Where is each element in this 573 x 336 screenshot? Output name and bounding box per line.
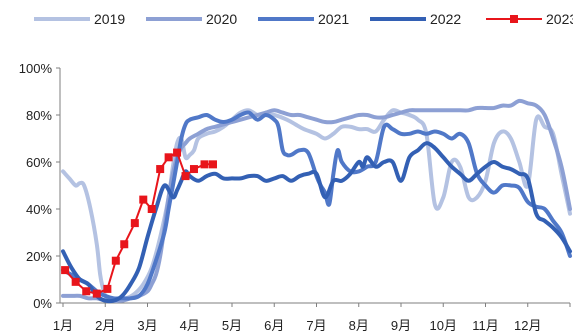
y-tick-label: 80% [26,108,52,123]
data-point-2023 [189,165,198,174]
data-point-2023 [164,153,173,162]
y-axis-ticks: 0% 20% 40% 60% 80% 100% [19,61,60,311]
data-point-2023 [208,160,217,169]
data-point-2023 [156,165,165,174]
data-point-2023 [181,172,190,181]
data-point-2023 [139,195,148,204]
y-tick-label: 20% [26,249,52,264]
series-line-2022 [61,141,572,304]
x-tick-label: 6月 [264,318,284,333]
x-tick-label: 7月 [306,318,326,333]
legend-label: 2021 [318,11,349,27]
legend-marker [510,15,518,23]
x-tick-label: 4月 [180,318,200,333]
legend-item-2019: 2019 [34,11,125,27]
chart-legend: 2019 2020 2021 2022 2023 [34,11,573,27]
x-tick-label: 11月 [472,318,499,333]
data-point-2023 [147,205,156,213]
plot-area [61,98,572,304]
x-tick-label: 2月 [95,318,115,333]
y-tick-label: 40% [26,202,52,217]
data-point-2023 [61,266,70,275]
x-tick-label: 9月 [391,318,411,333]
legend-label: 2023 [546,11,573,27]
series-2021 [61,110,572,301]
x-tick-label: 10月 [430,318,457,333]
series-2023 [61,148,217,298]
data-point-2023 [71,277,80,286]
x-tick-label: 5月 [222,318,242,333]
chart-axes: 0% 20% 40% 60% 80% 100% 1月 2月 3月 4月 5月 6月 7月 8月 9月 10月… [19,61,571,333]
data-point-2023 [130,219,139,228]
x-axis-ticks: 1月 2月 3月 4月 5月 6月 7月 8月 9月 10月 11月 12月 [53,303,571,333]
data-point-2023 [82,287,91,296]
data-point-2023 [173,148,182,157]
series-2022 [61,141,572,304]
y-tick-label: 60% [26,155,52,170]
series-line-2021 [61,110,572,301]
x-tick-label: 8月 [349,318,369,333]
legend-label: 2020 [206,11,237,27]
legend-item-2020: 2020 [146,11,237,27]
data-point-2023 [200,160,209,169]
data-point-2023 [92,289,101,298]
y-tick-label: 0% [33,296,52,311]
series-2020 [61,98,572,303]
legend-item-2022: 2022 [370,11,461,27]
x-tick-label: 12月 [514,318,541,333]
legend-label: 2022 [430,11,461,27]
series-line-2020 [61,98,572,303]
data-point-2023 [103,284,112,293]
y-tick-label: 100% [19,61,53,76]
legend-item-2021: 2021 [258,11,349,27]
legend-item-2023: 2023 [486,11,573,27]
x-tick-label: 1月 [53,318,73,333]
data-point-2023 [120,240,129,249]
legend-label: 2019 [94,11,125,27]
data-point-2023 [111,256,120,265]
x-tick-label: 3月 [137,318,157,333]
